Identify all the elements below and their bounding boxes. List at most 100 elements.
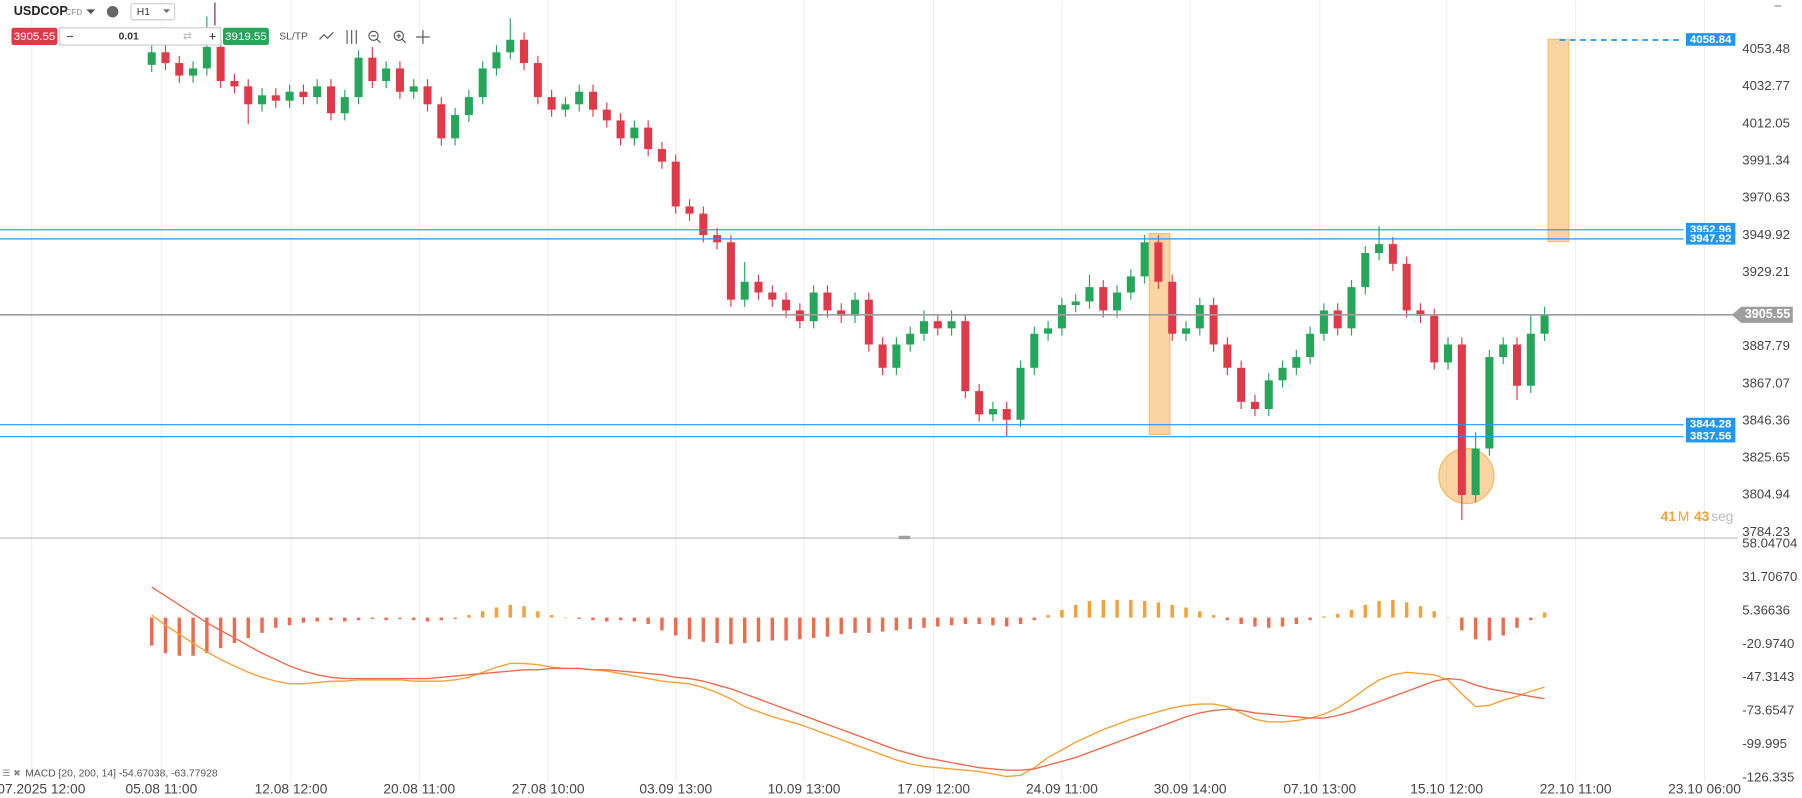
candle-body xyxy=(1030,333,1039,368)
pan-tool[interactable] xyxy=(416,30,430,44)
x-tick-label: 05.08 11:00 xyxy=(125,781,197,796)
histogram-bar xyxy=(1432,611,1436,618)
buy-button[interactable] xyxy=(222,27,269,46)
symbol-class: CFD xyxy=(66,8,83,17)
symbol[interactable]: USDCOP xyxy=(14,4,68,18)
candle-body xyxy=(368,57,377,81)
histogram-bar xyxy=(991,617,995,626)
candle-body xyxy=(1209,305,1218,345)
candle-body xyxy=(409,86,418,92)
histogram-bar xyxy=(1253,617,1257,627)
current-price-tag xyxy=(1731,306,1793,323)
indicator-icons[interactable]: ☰ ✖ xyxy=(2,768,21,778)
candle-tool[interactable] xyxy=(346,30,357,44)
symbol-dropdown[interactable] xyxy=(86,9,96,15)
candle-body xyxy=(575,91,584,105)
zoom-out[interactable] xyxy=(368,30,381,44)
candle-body xyxy=(313,86,322,98)
histogram-bar xyxy=(536,611,540,618)
histogram-bar xyxy=(1239,617,1243,624)
x-tick-label: 17.09 12:00 xyxy=(897,781,970,796)
candle-body xyxy=(382,68,391,81)
y-tick-label: -99.995 xyxy=(1742,736,1787,751)
candle-body xyxy=(1444,344,1453,363)
histogram-bar xyxy=(577,617,581,619)
y-tick-label: 3991.34 xyxy=(1742,153,1790,168)
y-tick-label: -126.335 xyxy=(1742,770,1794,785)
histogram-bar xyxy=(1377,601,1381,618)
histogram-bar xyxy=(1487,617,1492,641)
histogram-bar xyxy=(1060,609,1064,618)
histogram-bar xyxy=(1308,617,1312,621)
histogram-bar xyxy=(1184,607,1188,618)
histogram-bar xyxy=(811,617,816,638)
histogram-bar xyxy=(936,617,940,627)
countdown-seconds: 43 xyxy=(1694,509,1710,524)
candle-body xyxy=(1471,448,1480,496)
x-tick-label: 10.09 13:00 xyxy=(768,781,841,796)
sell-button[interactable] xyxy=(11,27,58,46)
level-tag xyxy=(1685,417,1736,431)
x-tick-label: 12.08 12:00 xyxy=(255,781,328,796)
histogram-bar xyxy=(439,617,444,621)
sltp-button[interactable]: SL/TP xyxy=(279,32,308,43)
level-label: 3837.56 xyxy=(1690,431,1732,443)
marks-layer xyxy=(147,16,1549,778)
lot-input[interactable] xyxy=(59,27,222,46)
histogram-bar xyxy=(1170,604,1174,618)
grid-layer xyxy=(31,0,1706,782)
histogram-bar xyxy=(412,617,416,621)
y-tick-label: -73.6547 xyxy=(1742,703,1794,718)
candle-body xyxy=(1347,287,1356,329)
histogram-bar xyxy=(1391,599,1395,618)
candle-body xyxy=(1002,409,1011,420)
histogram-bar xyxy=(563,617,568,619)
histogram-bar xyxy=(963,617,968,624)
candle-body xyxy=(299,91,308,98)
candle-body xyxy=(202,46,211,69)
pane-handle[interactable] xyxy=(898,535,911,540)
lot-reset[interactable]: ⇄ xyxy=(183,32,192,43)
histogram-bar xyxy=(467,615,471,618)
candle-body xyxy=(809,292,818,322)
x-tick-label: 30.09 14:00 xyxy=(1154,781,1227,796)
histogram-bar xyxy=(1267,617,1271,628)
info-icon[interactable] xyxy=(106,5,119,18)
lot-minus[interactable]: − xyxy=(66,29,73,43)
candle-body xyxy=(975,391,984,415)
histogram-bar xyxy=(949,617,954,626)
candle-body xyxy=(1430,315,1439,363)
timeframe-select[interactable] xyxy=(130,3,176,21)
histogram-bar xyxy=(784,617,788,641)
histogram-bar xyxy=(1363,604,1368,618)
histogram-bar xyxy=(149,617,154,646)
lot-plus[interactable]: + xyxy=(209,29,216,43)
histogram-bar xyxy=(1542,612,1547,618)
histogram-bar xyxy=(715,617,719,644)
candle-body xyxy=(988,409,997,415)
candle-body xyxy=(851,299,860,316)
histogram-bar xyxy=(1018,617,1023,624)
histogram-bar xyxy=(618,617,623,621)
candle-body xyxy=(464,97,473,116)
level-label: 3844.28 xyxy=(1690,419,1732,431)
candle-body xyxy=(451,115,460,139)
histogram-bar xyxy=(1211,615,1216,618)
bid-price: 3905.55 xyxy=(14,31,56,43)
histogram-bar xyxy=(1446,617,1450,619)
histogram-bar xyxy=(1418,606,1423,618)
zoom-in[interactable] xyxy=(393,30,407,44)
histogram-bar xyxy=(494,607,499,618)
candle-body xyxy=(671,161,680,207)
histogram-bar xyxy=(508,604,512,618)
candle-body xyxy=(492,52,501,69)
candle-body xyxy=(478,68,487,98)
histogram-bar xyxy=(660,617,664,631)
candle-body xyxy=(823,292,832,311)
candle-body xyxy=(271,95,280,101)
line-tool[interactable] xyxy=(319,31,334,40)
candle-body xyxy=(520,39,529,64)
histogram-bar xyxy=(522,606,526,618)
candle-body xyxy=(161,52,170,64)
target-label: 4058.84 xyxy=(1690,34,1732,46)
